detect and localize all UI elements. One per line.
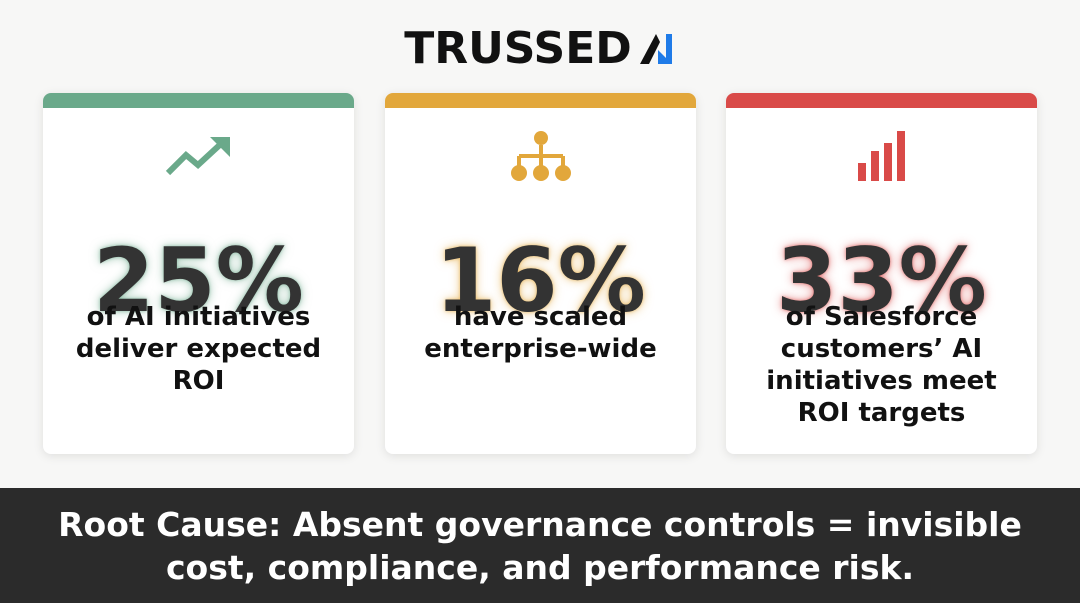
stat-caption: of Salesforce customers’ AI initiatives … (766, 302, 997, 428)
stat-value: 25% (93, 229, 304, 332)
stat-card-1: 25% of AI initiatives deliver expected R… (43, 93, 354, 454)
brand-logo: TRUSSED (0, 20, 1080, 76)
stat-value: 16% (435, 229, 646, 332)
stat-value: 33% (776, 229, 987, 332)
card-accent-bar (726, 93, 1037, 108)
root-cause-banner: Root Cause: Absent governance controls =… (0, 488, 1080, 603)
brand-logo-mark-icon (639, 34, 672, 64)
stat-card-3: 33% of Salesforce customers’ AI initiati… (726, 93, 1037, 454)
stat-card-2: 16% have scaled enterprise-wide (385, 93, 696, 454)
stat-caption: have scaled enterprise-wide (424, 302, 657, 364)
hierarchy-icon (510, 131, 571, 181)
card-accent-bar (43, 93, 354, 108)
trending-up-icon (165, 137, 230, 176)
card-accent-bar (385, 93, 696, 108)
root-cause-text: Root Cause: Absent governance controls =… (58, 504, 1022, 587)
bar-chart-icon (857, 131, 905, 181)
brand-name: TRUSSED (404, 22, 632, 74)
stat-caption: of AI initiatives deliver expected ROI (75, 302, 322, 396)
